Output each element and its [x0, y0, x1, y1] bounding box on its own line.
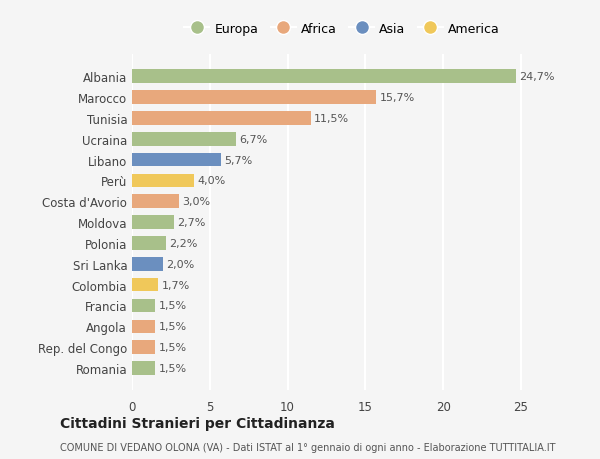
Bar — [132, 237, 166, 250]
Bar — [132, 91, 376, 105]
Bar — [132, 257, 163, 271]
Text: 15,7%: 15,7% — [379, 93, 415, 103]
Text: 3,0%: 3,0% — [182, 197, 210, 207]
Text: 1,5%: 1,5% — [158, 342, 187, 353]
Bar — [132, 153, 221, 167]
Legend: Europa, Africa, Asia, America: Europa, Africa, Asia, America — [179, 18, 505, 41]
Bar — [132, 195, 179, 208]
Bar — [132, 70, 516, 84]
Bar — [132, 341, 155, 354]
Text: 4,0%: 4,0% — [197, 176, 226, 186]
Bar — [132, 133, 236, 146]
Text: 6,7%: 6,7% — [239, 134, 268, 145]
Bar — [132, 216, 174, 230]
Text: 2,7%: 2,7% — [177, 218, 205, 228]
Bar — [132, 112, 311, 125]
Text: 1,5%: 1,5% — [158, 363, 187, 373]
Bar — [132, 299, 155, 313]
Text: 2,2%: 2,2% — [169, 238, 198, 248]
Bar — [132, 320, 155, 333]
Text: 2,0%: 2,0% — [166, 259, 194, 269]
Text: 24,7%: 24,7% — [520, 72, 555, 82]
Bar — [132, 361, 155, 375]
Text: 1,5%: 1,5% — [158, 322, 187, 331]
Text: COMUNE DI VEDANO OLONA (VA) - Dati ISTAT al 1° gennaio di ogni anno - Elaborazio: COMUNE DI VEDANO OLONA (VA) - Dati ISTAT… — [60, 442, 556, 452]
Text: 11,5%: 11,5% — [314, 114, 349, 123]
Text: Cittadini Stranieri per Cittadinanza: Cittadini Stranieri per Cittadinanza — [60, 416, 335, 430]
Text: 5,7%: 5,7% — [224, 155, 252, 165]
Bar — [132, 278, 158, 292]
Text: 1,7%: 1,7% — [161, 280, 190, 290]
Text: 1,5%: 1,5% — [158, 301, 187, 311]
Bar — [132, 174, 194, 188]
